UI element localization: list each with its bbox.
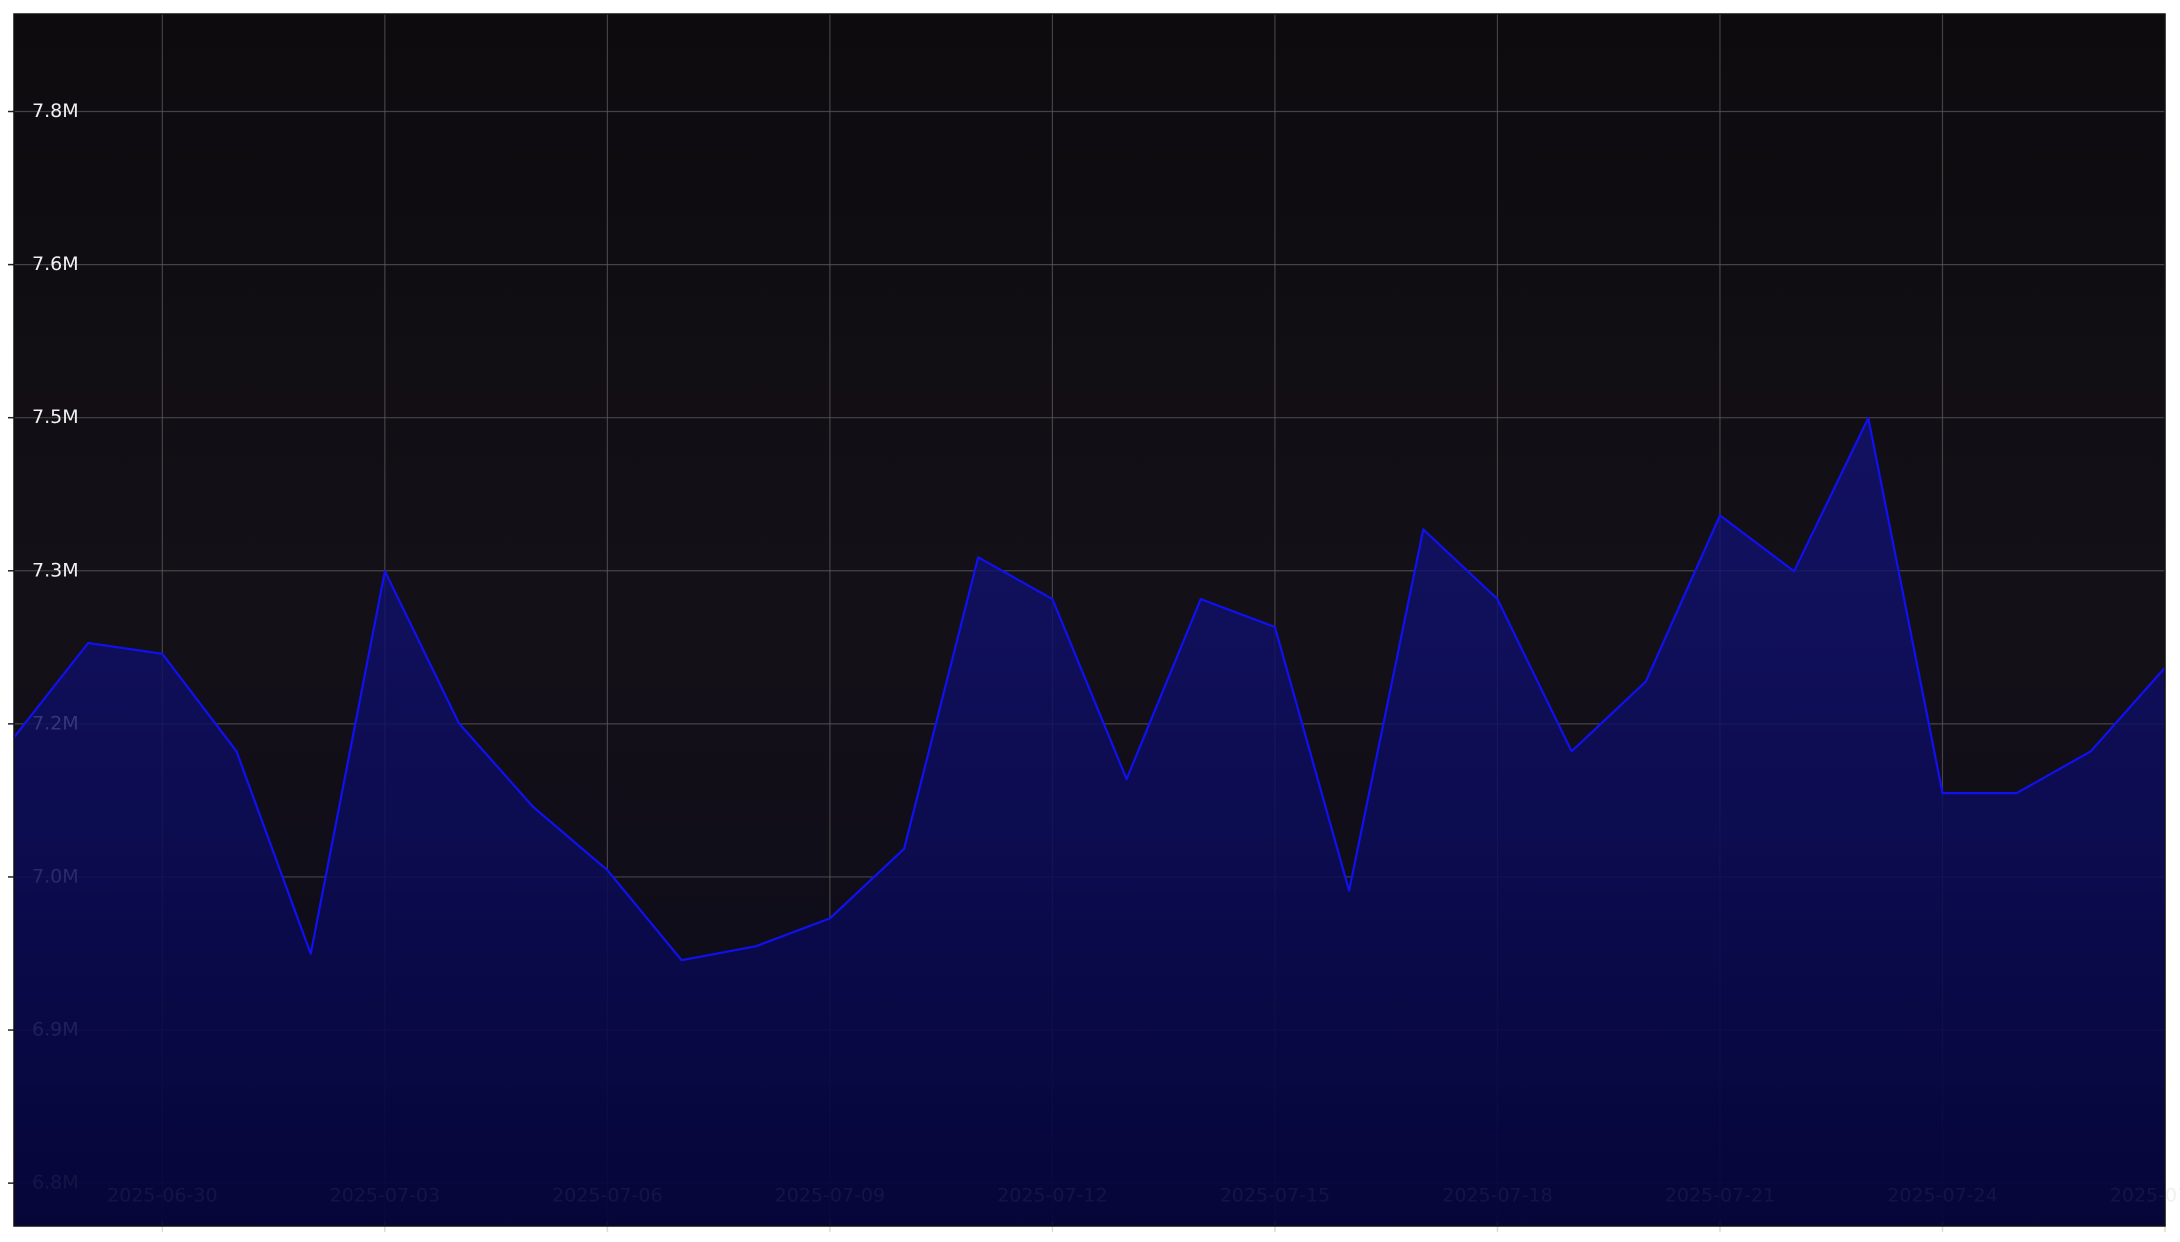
y-tick-label: 7.5M xyxy=(32,406,79,428)
y-tick-label: 7.3M xyxy=(32,559,79,581)
y-tick-label: 7.6M xyxy=(32,253,79,275)
plot-frame xyxy=(13,13,2166,1227)
y-tick-label: 7.8M xyxy=(32,100,79,122)
area xyxy=(14,418,2165,1226)
line xyxy=(13,416,2166,962)
